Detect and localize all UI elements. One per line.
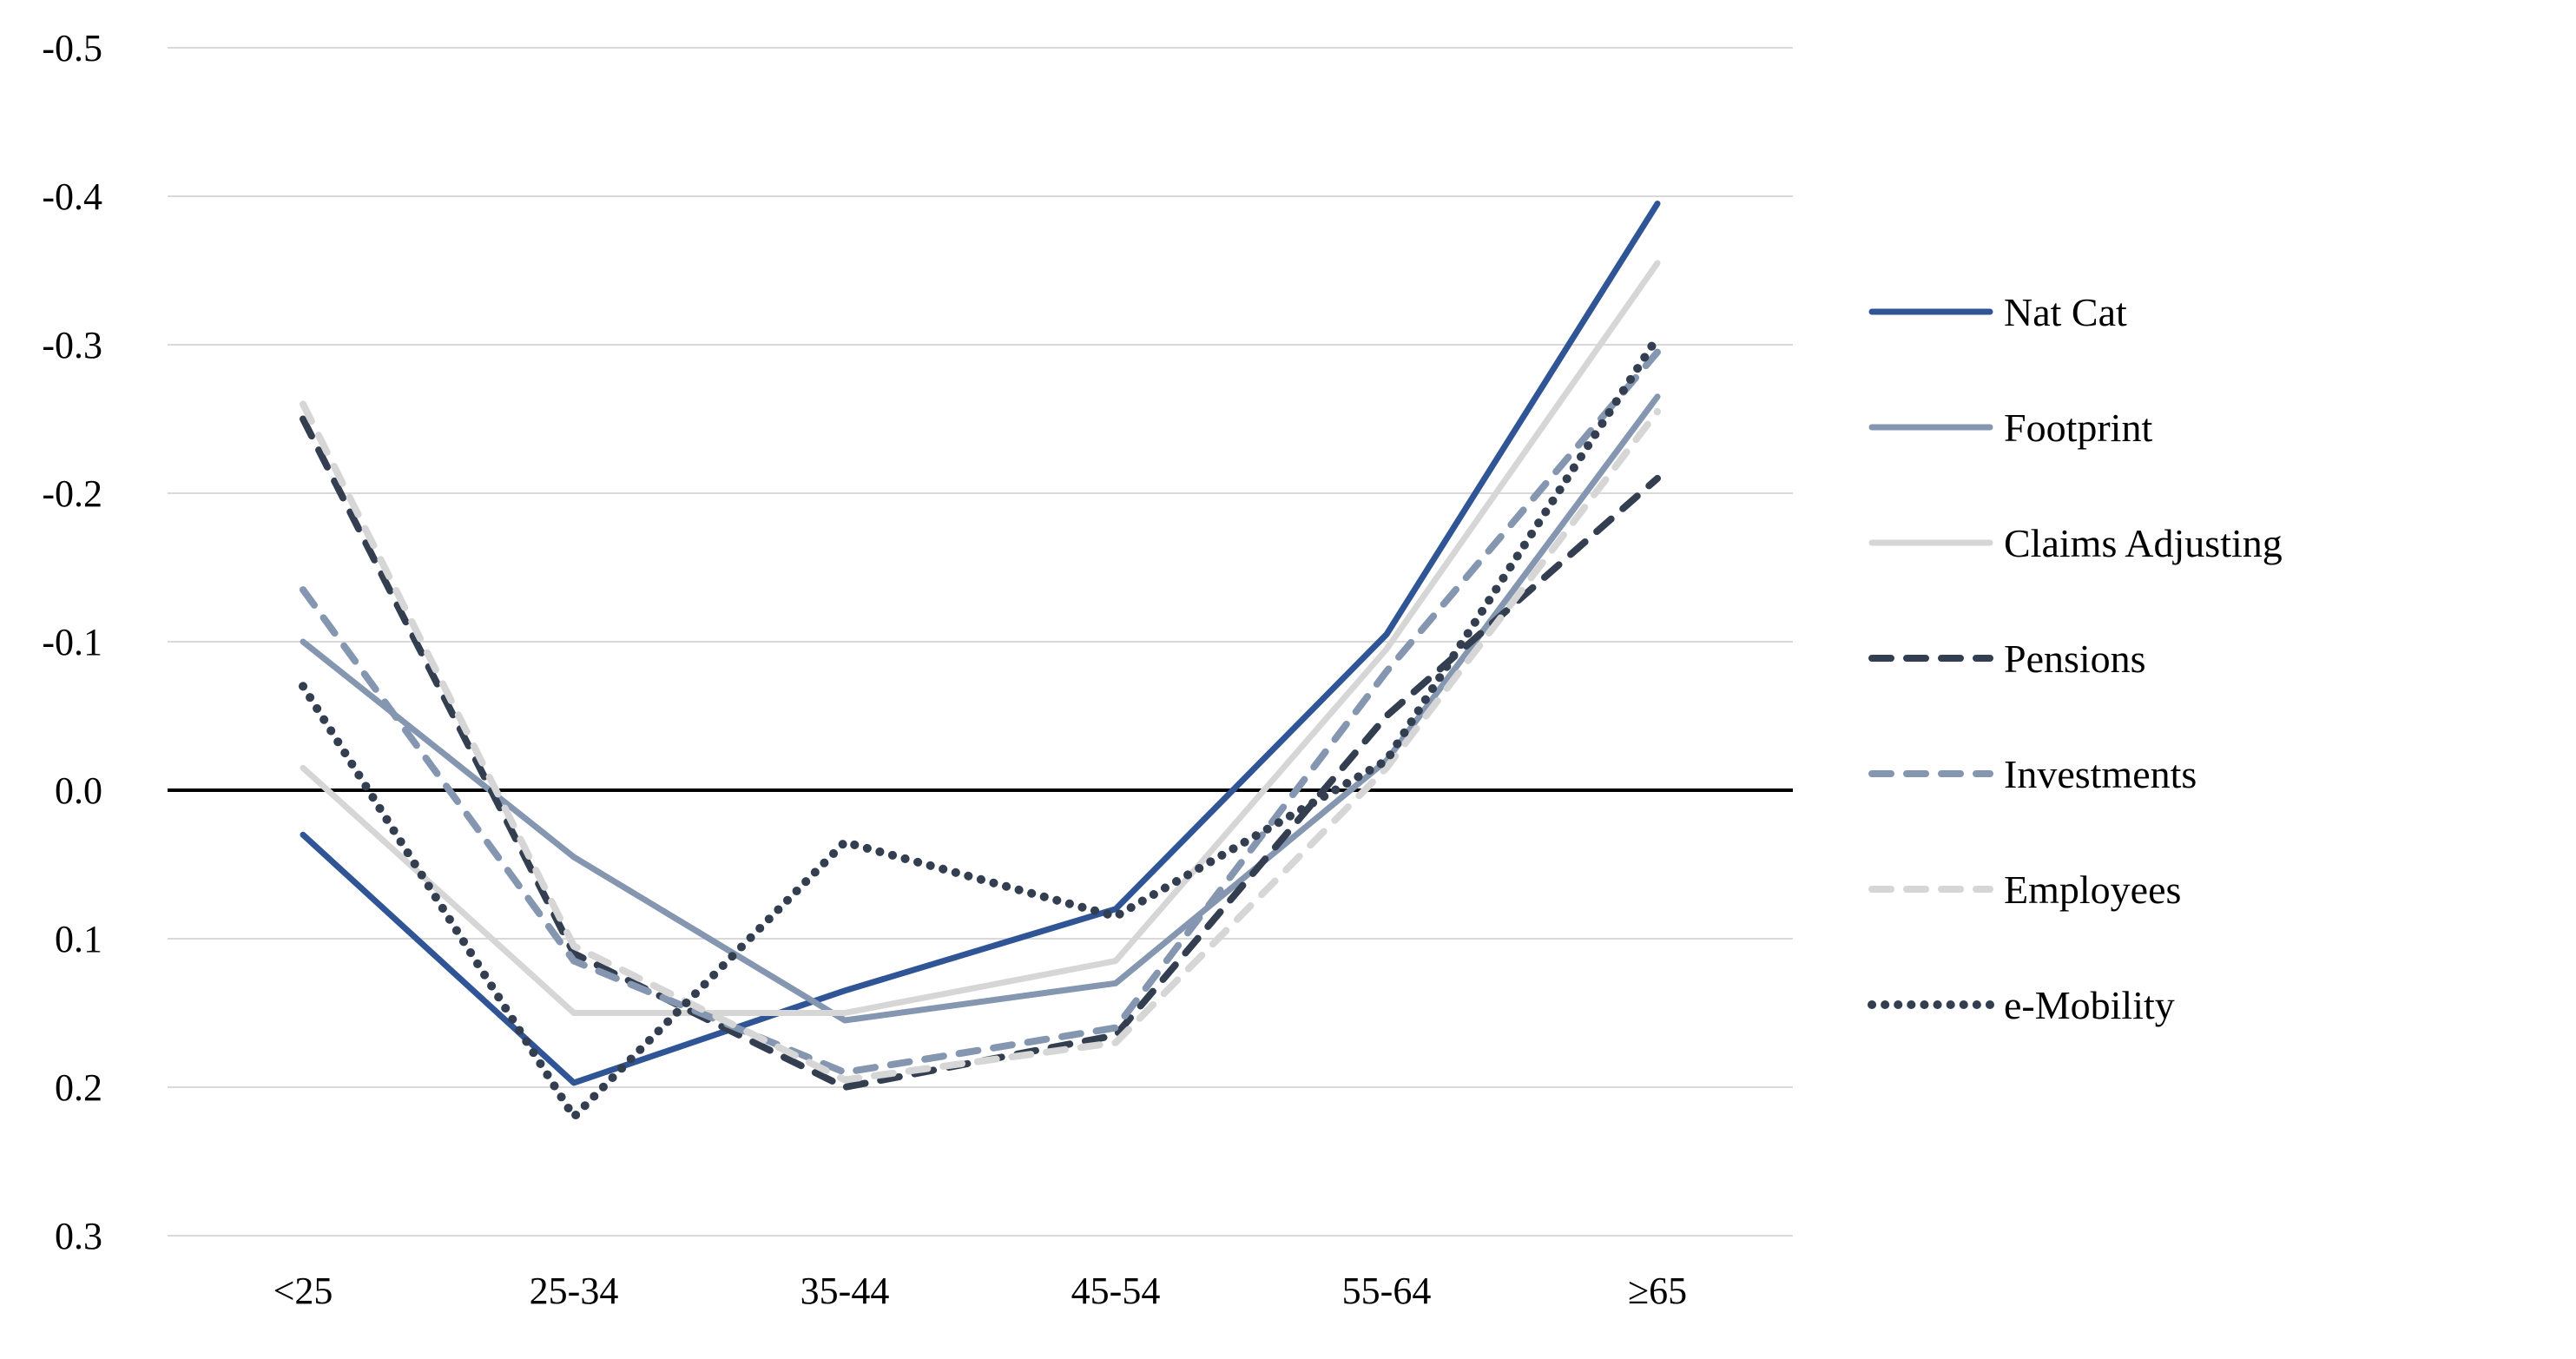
x-axis-tick-label-45-54: 45-54 — [1071, 1270, 1161, 1312]
series-line-footprint — [300, 393, 1661, 1024]
x-axis-tick-label-25-34: 25-34 — [530, 1270, 619, 1312]
legend-label-claims-adjusting: Claims Adjusting — [2004, 521, 2283, 565]
legend-label-e-mobility: e-Mobility — [2004, 983, 2175, 1027]
y-axis-tick-label-0-3: -0.3 — [42, 324, 102, 366]
y-axis-tick-label-0-1: -0.1 — [42, 621, 102, 663]
y-axis-tick-label-0-2: -0.2 — [42, 472, 102, 515]
x-axis-tick-label-65: ≥65 — [1628, 1270, 1687, 1312]
legend-item-nat-cat: Nat Cat — [1868, 290, 2127, 334]
legend-item-claims-adjusting: Claims Adjusting — [1868, 521, 2283, 565]
series-line-investments — [300, 348, 1661, 1076]
series-line-claims-adjusting — [300, 260, 1661, 1016]
y-axis-tick-label-0-0: 0.0 — [55, 769, 102, 812]
x-axis-tick-label-25: <25 — [273, 1270, 333, 1312]
legend-item-employees: Employees — [1868, 868, 2181, 912]
legend-item-pensions: Pensions — [1868, 637, 2146, 681]
x-axis-tick-label-35-44: 35-44 — [800, 1270, 890, 1312]
x-axis-tick-label-55-64: 55-64 — [1342, 1270, 1432, 1312]
y-axis-tick-label-0-3: 0.3 — [55, 1215, 102, 1257]
legend-label-investments: Investments — [2004, 752, 2197, 796]
series-line-e-mobility — [299, 333, 1662, 1122]
series-line-employees — [300, 400, 1661, 1084]
legend-label-employees: Employees — [2004, 868, 2181, 912]
y-axis-tick-label-0-5: -0.5 — [42, 27, 102, 69]
legend-item-investments: Investments — [1868, 752, 2197, 796]
y-axis-tick-label-0-1: 0.1 — [55, 918, 102, 960]
y-axis-tick-label-0-2: 0.2 — [55, 1066, 102, 1109]
y-axis-tick-label-0-4: -0.4 — [42, 175, 102, 218]
legend-label-footprint: Footprint — [2004, 406, 2152, 450]
legend-label-nat-cat: Nat Cat — [2004, 290, 2127, 334]
legend-item-e-mobility: e-Mobility — [1868, 983, 2175, 1027]
legend-item-footprint: Footprint — [1868, 406, 2152, 450]
legend-label-pensions: Pensions — [2004, 637, 2146, 681]
